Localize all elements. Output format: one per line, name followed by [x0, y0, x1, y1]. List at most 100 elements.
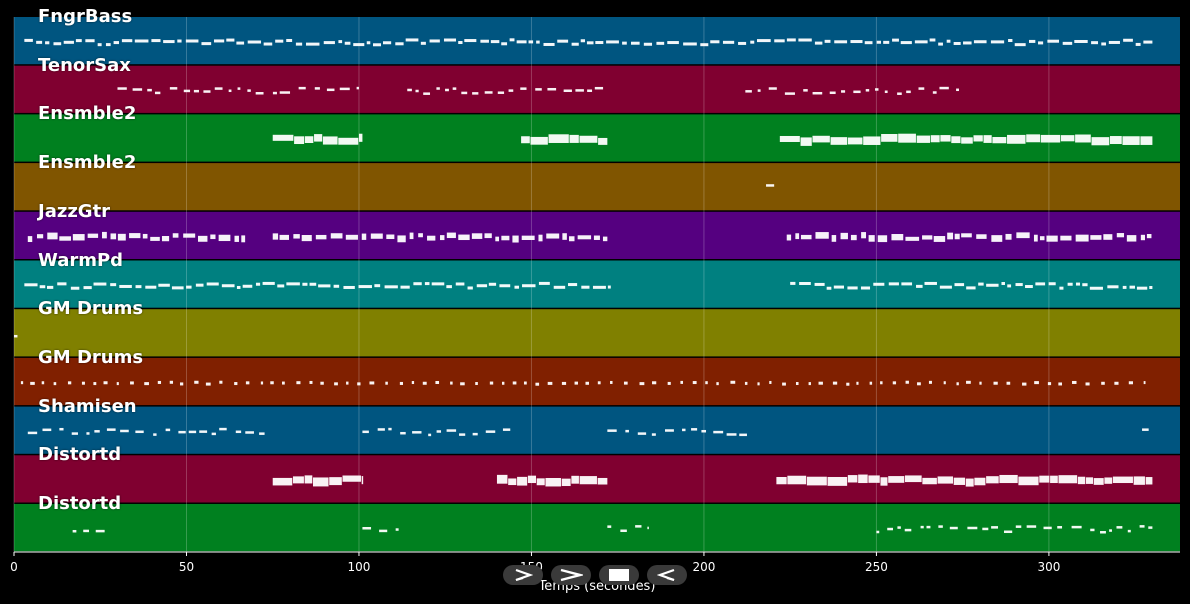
- note: [622, 41, 627, 45]
- note: [568, 283, 578, 287]
- note: [262, 281, 275, 285]
- note: [70, 286, 80, 290]
- note: [429, 39, 440, 43]
- note: [346, 381, 349, 385]
- note: [171, 286, 184, 290]
- note: [151, 39, 161, 43]
- note: [973, 40, 987, 44]
- x-tick-label: 200: [692, 560, 716, 574]
- note: [1071, 525, 1082, 529]
- note: [786, 234, 792, 241]
- note: [548, 134, 569, 143]
- note: [916, 284, 923, 288]
- note: [595, 41, 604, 45]
- note: [1108, 40, 1120, 44]
- note: [1126, 235, 1137, 242]
- note: [158, 283, 170, 287]
- note: [1143, 40, 1153, 44]
- note: [607, 525, 612, 528]
- note: [953, 477, 966, 485]
- note: [135, 285, 142, 289]
- note: [435, 381, 440, 385]
- note: [536, 478, 545, 486]
- note: [949, 526, 958, 530]
- note: [799, 282, 811, 286]
- note: [1047, 382, 1052, 386]
- note: [154, 91, 161, 95]
- note: [455, 282, 465, 286]
- note: [415, 89, 419, 93]
- note: [400, 431, 406, 435]
- note: [1140, 234, 1145, 241]
- note: [39, 285, 46, 289]
- note: [163, 40, 175, 44]
- note: [710, 40, 720, 44]
- note: [705, 381, 708, 385]
- note: [586, 41, 594, 45]
- note: [106, 428, 116, 431]
- note: [639, 382, 645, 386]
- note: [597, 381, 601, 385]
- stop-button[interactable]: [599, 565, 639, 585]
- note: [1089, 286, 1103, 290]
- note: [978, 282, 984, 286]
- note: [161, 236, 170, 242]
- track-row: [14, 260, 1180, 308]
- note: [610, 380, 613, 384]
- note: [983, 135, 992, 143]
- note: [858, 474, 868, 484]
- note: [1050, 475, 1058, 484]
- note: [535, 382, 540, 386]
- note: [1072, 380, 1077, 384]
- note: [480, 39, 489, 43]
- note: [382, 41, 392, 45]
- note: [1059, 286, 1064, 290]
- note: [53, 382, 57, 386]
- note: [272, 91, 277, 95]
- note: [1100, 531, 1106, 534]
- play-from-start-button[interactable]: [503, 565, 543, 585]
- note: [472, 92, 479, 95]
- note: [917, 382, 921, 386]
- note: [575, 89, 584, 92]
- play-button[interactable]: [551, 565, 591, 585]
- note: [286, 282, 300, 286]
- note: [853, 90, 861, 94]
- rewind-button[interactable]: [647, 565, 687, 585]
- note: [1101, 42, 1107, 46]
- note: [194, 380, 199, 384]
- note: [120, 429, 129, 433]
- note: [172, 233, 179, 238]
- note: [445, 88, 449, 92]
- x-tick-label: 50: [178, 560, 195, 574]
- note: [318, 284, 331, 288]
- note: [569, 134, 579, 143]
- note: [888, 476, 905, 483]
- note: [1022, 382, 1027, 386]
- note: [502, 428, 511, 431]
- note: [1016, 232, 1030, 239]
- track-label: WarmPd: [38, 249, 124, 271]
- note: [860, 286, 871, 290]
- note: [892, 38, 899, 42]
- note: [490, 40, 500, 44]
- note: [1135, 42, 1141, 46]
- play-outline-icon: [515, 568, 533, 582]
- note: [443, 38, 457, 42]
- note: [757, 89, 761, 92]
- note: [210, 234, 216, 240]
- note: [863, 136, 881, 145]
- note: [937, 476, 954, 484]
- note: [1062, 41, 1073, 45]
- note: [647, 526, 649, 530]
- note: [929, 38, 936, 42]
- note: [1129, 285, 1135, 289]
- note: [83, 286, 92, 290]
- note: [1085, 477, 1094, 484]
- note: [579, 135, 598, 143]
- note: [523, 381, 527, 385]
- note: [272, 134, 294, 141]
- note: [1047, 39, 1060, 43]
- note: [323, 41, 335, 45]
- note: [1116, 233, 1125, 238]
